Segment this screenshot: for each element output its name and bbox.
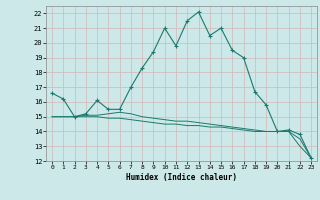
X-axis label: Humidex (Indice chaleur): Humidex (Indice chaleur) <box>126 173 237 182</box>
